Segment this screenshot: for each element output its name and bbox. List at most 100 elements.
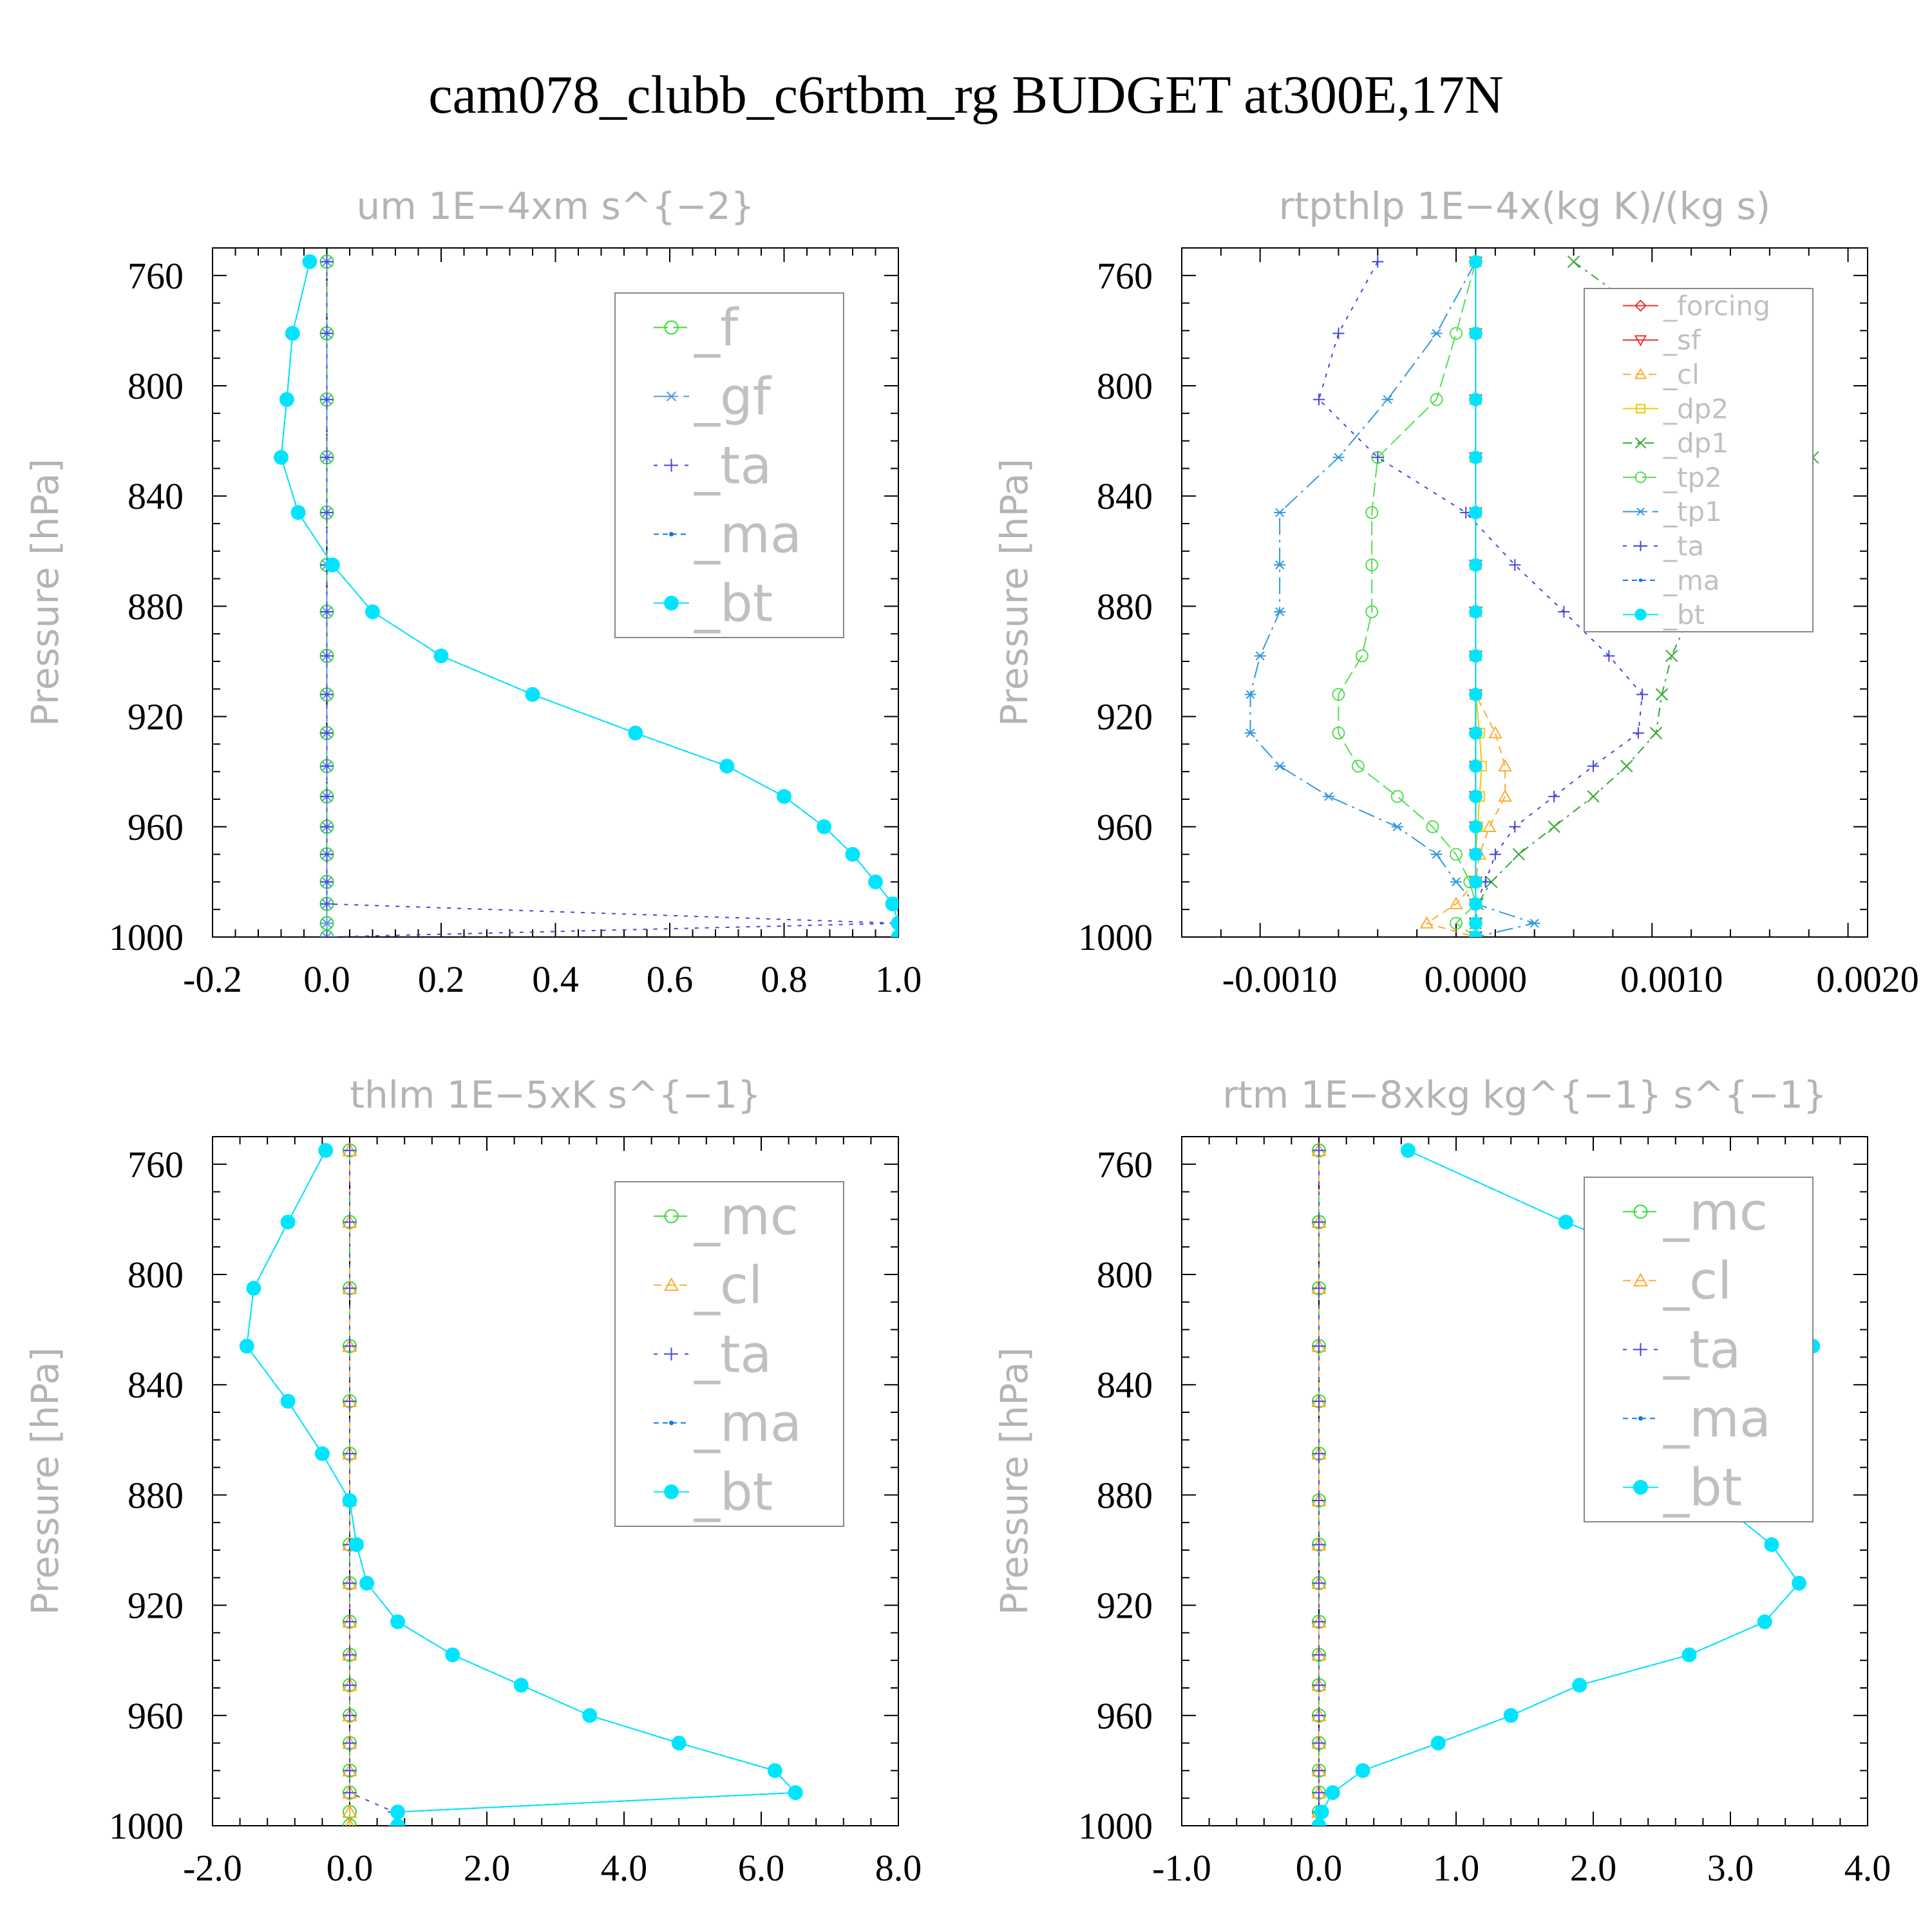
legend-item: _bt bbox=[1623, 1458, 1742, 1518]
data-point bbox=[1498, 759, 1512, 772]
data-point bbox=[318, 1142, 334, 1158]
data-point bbox=[1312, 1282, 1325, 1295]
data-point bbox=[320, 790, 334, 803]
data-point bbox=[320, 875, 334, 889]
y-tick-label: 920 bbox=[128, 1585, 184, 1627]
y-tick-label: 960 bbox=[1097, 806, 1153, 848]
data-point bbox=[1355, 649, 1368, 663]
series-line-cl bbox=[1425, 261, 1506, 937]
plot-area bbox=[274, 254, 898, 937]
data-point bbox=[1548, 790, 1560, 802]
y-tick-label: 1000 bbox=[1078, 1805, 1153, 1847]
chart-panel-4: rtm 1E−8xkg kg^{−1} s^{−1} Pressure [hPa]… bbox=[992, 1073, 1891, 1889]
data-point bbox=[671, 1736, 687, 1751]
y-tick-label: 760 bbox=[128, 255, 184, 297]
data-point bbox=[1503, 1708, 1519, 1723]
data-point bbox=[1244, 728, 1256, 738]
data-point bbox=[320, 688, 334, 701]
legend-item: _sf bbox=[1623, 325, 1701, 356]
legend-label: _cl bbox=[1663, 359, 1700, 390]
data-point bbox=[1312, 1736, 1325, 1750]
data-point bbox=[1469, 930, 1482, 937]
y-tick-label: 920 bbox=[1097, 696, 1153, 738]
data-point bbox=[1400, 1142, 1416, 1158]
legend-label: _bt bbox=[1663, 1458, 1742, 1518]
legend-marker bbox=[1635, 507, 1646, 516]
data-point bbox=[320, 393, 334, 406]
data-point bbox=[1450, 848, 1463, 861]
data-point bbox=[1764, 1537, 1779, 1552]
data-point bbox=[239, 1338, 254, 1354]
data-point bbox=[1274, 507, 1286, 517]
data-point bbox=[343, 1648, 356, 1662]
legend-item: _cl bbox=[1623, 1251, 1732, 1311]
data-point bbox=[1512, 848, 1526, 861]
data-point bbox=[1430, 1736, 1446, 1751]
data-point bbox=[1430, 849, 1443, 859]
legend-marker bbox=[664, 1484, 679, 1499]
legend-marker bbox=[1634, 335, 1647, 347]
data-point bbox=[777, 789, 791, 804]
legend: _mc _cl _ta _ma _bt bbox=[614, 1181, 844, 1527]
legend-item: _ma bbox=[654, 505, 802, 565]
data-point bbox=[1681, 1647, 1697, 1663]
x-tick-label: 0.6 bbox=[647, 958, 694, 1000]
legend-item: _mc bbox=[1623, 1182, 1768, 1242]
panel-title: um 1E−4xm s^{−2} bbox=[356, 184, 754, 228]
legend-label: _dp2 bbox=[1663, 393, 1728, 424]
legend-label: _mc bbox=[694, 1187, 799, 1247]
data-point bbox=[817, 819, 832, 835]
series-line-tp2 bbox=[1338, 261, 1477, 937]
y-tick-label: 920 bbox=[1097, 1585, 1153, 1627]
plot-frame bbox=[212, 1136, 899, 1826]
data-point bbox=[1312, 1615, 1325, 1629]
series-line-tp1 bbox=[1249, 261, 1537, 937]
data-point bbox=[320, 820, 334, 833]
data-point bbox=[1332, 453, 1345, 462]
legend-item: _f bbox=[654, 298, 739, 358]
y-tick-label: 1000 bbox=[1078, 916, 1153, 958]
data-point bbox=[1489, 848, 1501, 860]
data-point bbox=[1312, 1394, 1325, 1408]
data-point bbox=[1469, 327, 1482, 341]
data-point bbox=[342, 1804, 357, 1818]
data-point bbox=[390, 1818, 406, 1826]
data-point bbox=[1469, 255, 1482, 269]
data-point bbox=[1312, 1215, 1325, 1229]
series-line-ta bbox=[1318, 261, 1643, 937]
y-tick-label: 840 bbox=[1097, 475, 1153, 517]
data-point bbox=[1312, 1447, 1325, 1461]
data-point bbox=[1312, 1786, 1325, 1799]
legend-label: _ma bbox=[1663, 565, 1720, 596]
data-point bbox=[1332, 688, 1345, 701]
data-point bbox=[1509, 559, 1521, 571]
legend-marker bbox=[1634, 437, 1647, 449]
data-point bbox=[1325, 1785, 1340, 1801]
data-point bbox=[320, 327, 334, 340]
legend-marker bbox=[1634, 299, 1647, 312]
data-point bbox=[1351, 759, 1365, 773]
legend-label: _sf bbox=[1663, 325, 1701, 356]
y-axis-label: Pressure [hPa] bbox=[23, 459, 67, 726]
y-axis-label: Pressure [hPa] bbox=[23, 1347, 67, 1615]
data-point bbox=[788, 1785, 803, 1801]
x-tick-label: 8.0 bbox=[875, 1847, 922, 1889]
legend-box bbox=[1584, 1177, 1814, 1522]
legend-box bbox=[614, 1181, 844, 1527]
data-point bbox=[582, 1708, 598, 1723]
data-point bbox=[343, 1144, 356, 1157]
data-point bbox=[1469, 759, 1482, 773]
data-point bbox=[1469, 897, 1482, 911]
data-point bbox=[1449, 896, 1463, 909]
data-point bbox=[1390, 790, 1404, 803]
legend-item: _ta bbox=[1623, 1320, 1741, 1380]
data-point bbox=[1244, 690, 1256, 699]
legend-box bbox=[614, 292, 844, 638]
data-point bbox=[343, 1709, 356, 1722]
data-point bbox=[1312, 1144, 1325, 1157]
data-point bbox=[1312, 1678, 1325, 1692]
y-tick-label: 800 bbox=[1097, 1254, 1153, 1296]
legend-label: _gf bbox=[694, 367, 772, 427]
data-point bbox=[891, 916, 898, 931]
data-point bbox=[1469, 506, 1482, 520]
